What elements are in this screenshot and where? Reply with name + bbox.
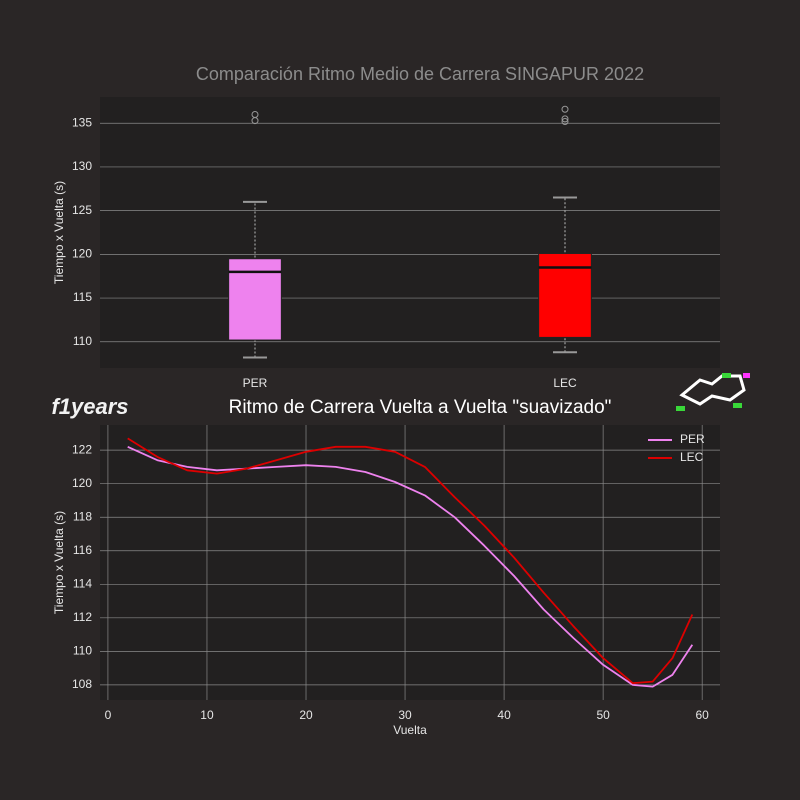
y-tick-label: 110 [73,644,92,658]
y-axis-label: Tiempo x Vuelta (s) [52,511,66,614]
y-tick-label: 116 [73,543,92,557]
y-tick-label: 115 [73,290,92,304]
x-tick-label: 20 [299,708,313,722]
y-tick-label: 108 [72,677,92,691]
plot-area [100,97,720,368]
y-tick-label: 120 [72,476,92,490]
y-tick-label: 118 [73,509,92,523]
y-tick-label: 120 [72,247,92,261]
plot-area [100,425,720,700]
track-marker [722,373,731,378]
box [538,252,592,338]
chart-title: Comparación Ritmo Medio de Carrera SINGA… [196,64,644,84]
track-map [676,373,750,411]
y-tick-label: 130 [72,159,92,173]
legend-label: PER [680,432,705,446]
x-tick-label: 30 [398,708,412,722]
track-outline [679,374,746,406]
y-tick-label: 125 [72,203,92,217]
outlier [251,110,259,118]
x-tick-label: LEC [553,376,577,390]
line-series [127,445,694,688]
x-tick-label: 40 [497,708,511,722]
y-tick-label: 112 [73,610,92,624]
line-series [127,437,694,685]
track-marker [733,403,742,408]
track-marker [743,373,750,378]
outlier [561,117,569,125]
legend-label: LEC [680,450,704,464]
logo: f1years [51,394,128,419]
track-marker [676,406,685,411]
x-tick-label: 60 [695,708,709,722]
outlier [561,115,569,123]
x-tick-label: PER [243,376,268,390]
logo-text: f1years [51,394,128,419]
x-tick-label: 10 [200,708,214,722]
outlier [561,105,569,113]
y-tick-label: 135 [72,115,92,129]
x-axis-label: Vuelta [393,723,427,737]
x-tick-label: 50 [596,708,610,722]
y-axis-label: Tiempo x Vuelta (s) [52,181,66,284]
y-tick-label: 114 [73,576,92,590]
y-tick-label: 122 [72,442,92,456]
x-tick-label: 0 [105,708,112,722]
y-tick-label: 110 [73,334,92,348]
chart-title: Ritmo de Carrera Vuelta a Vuelta "suaviz… [229,397,612,418]
